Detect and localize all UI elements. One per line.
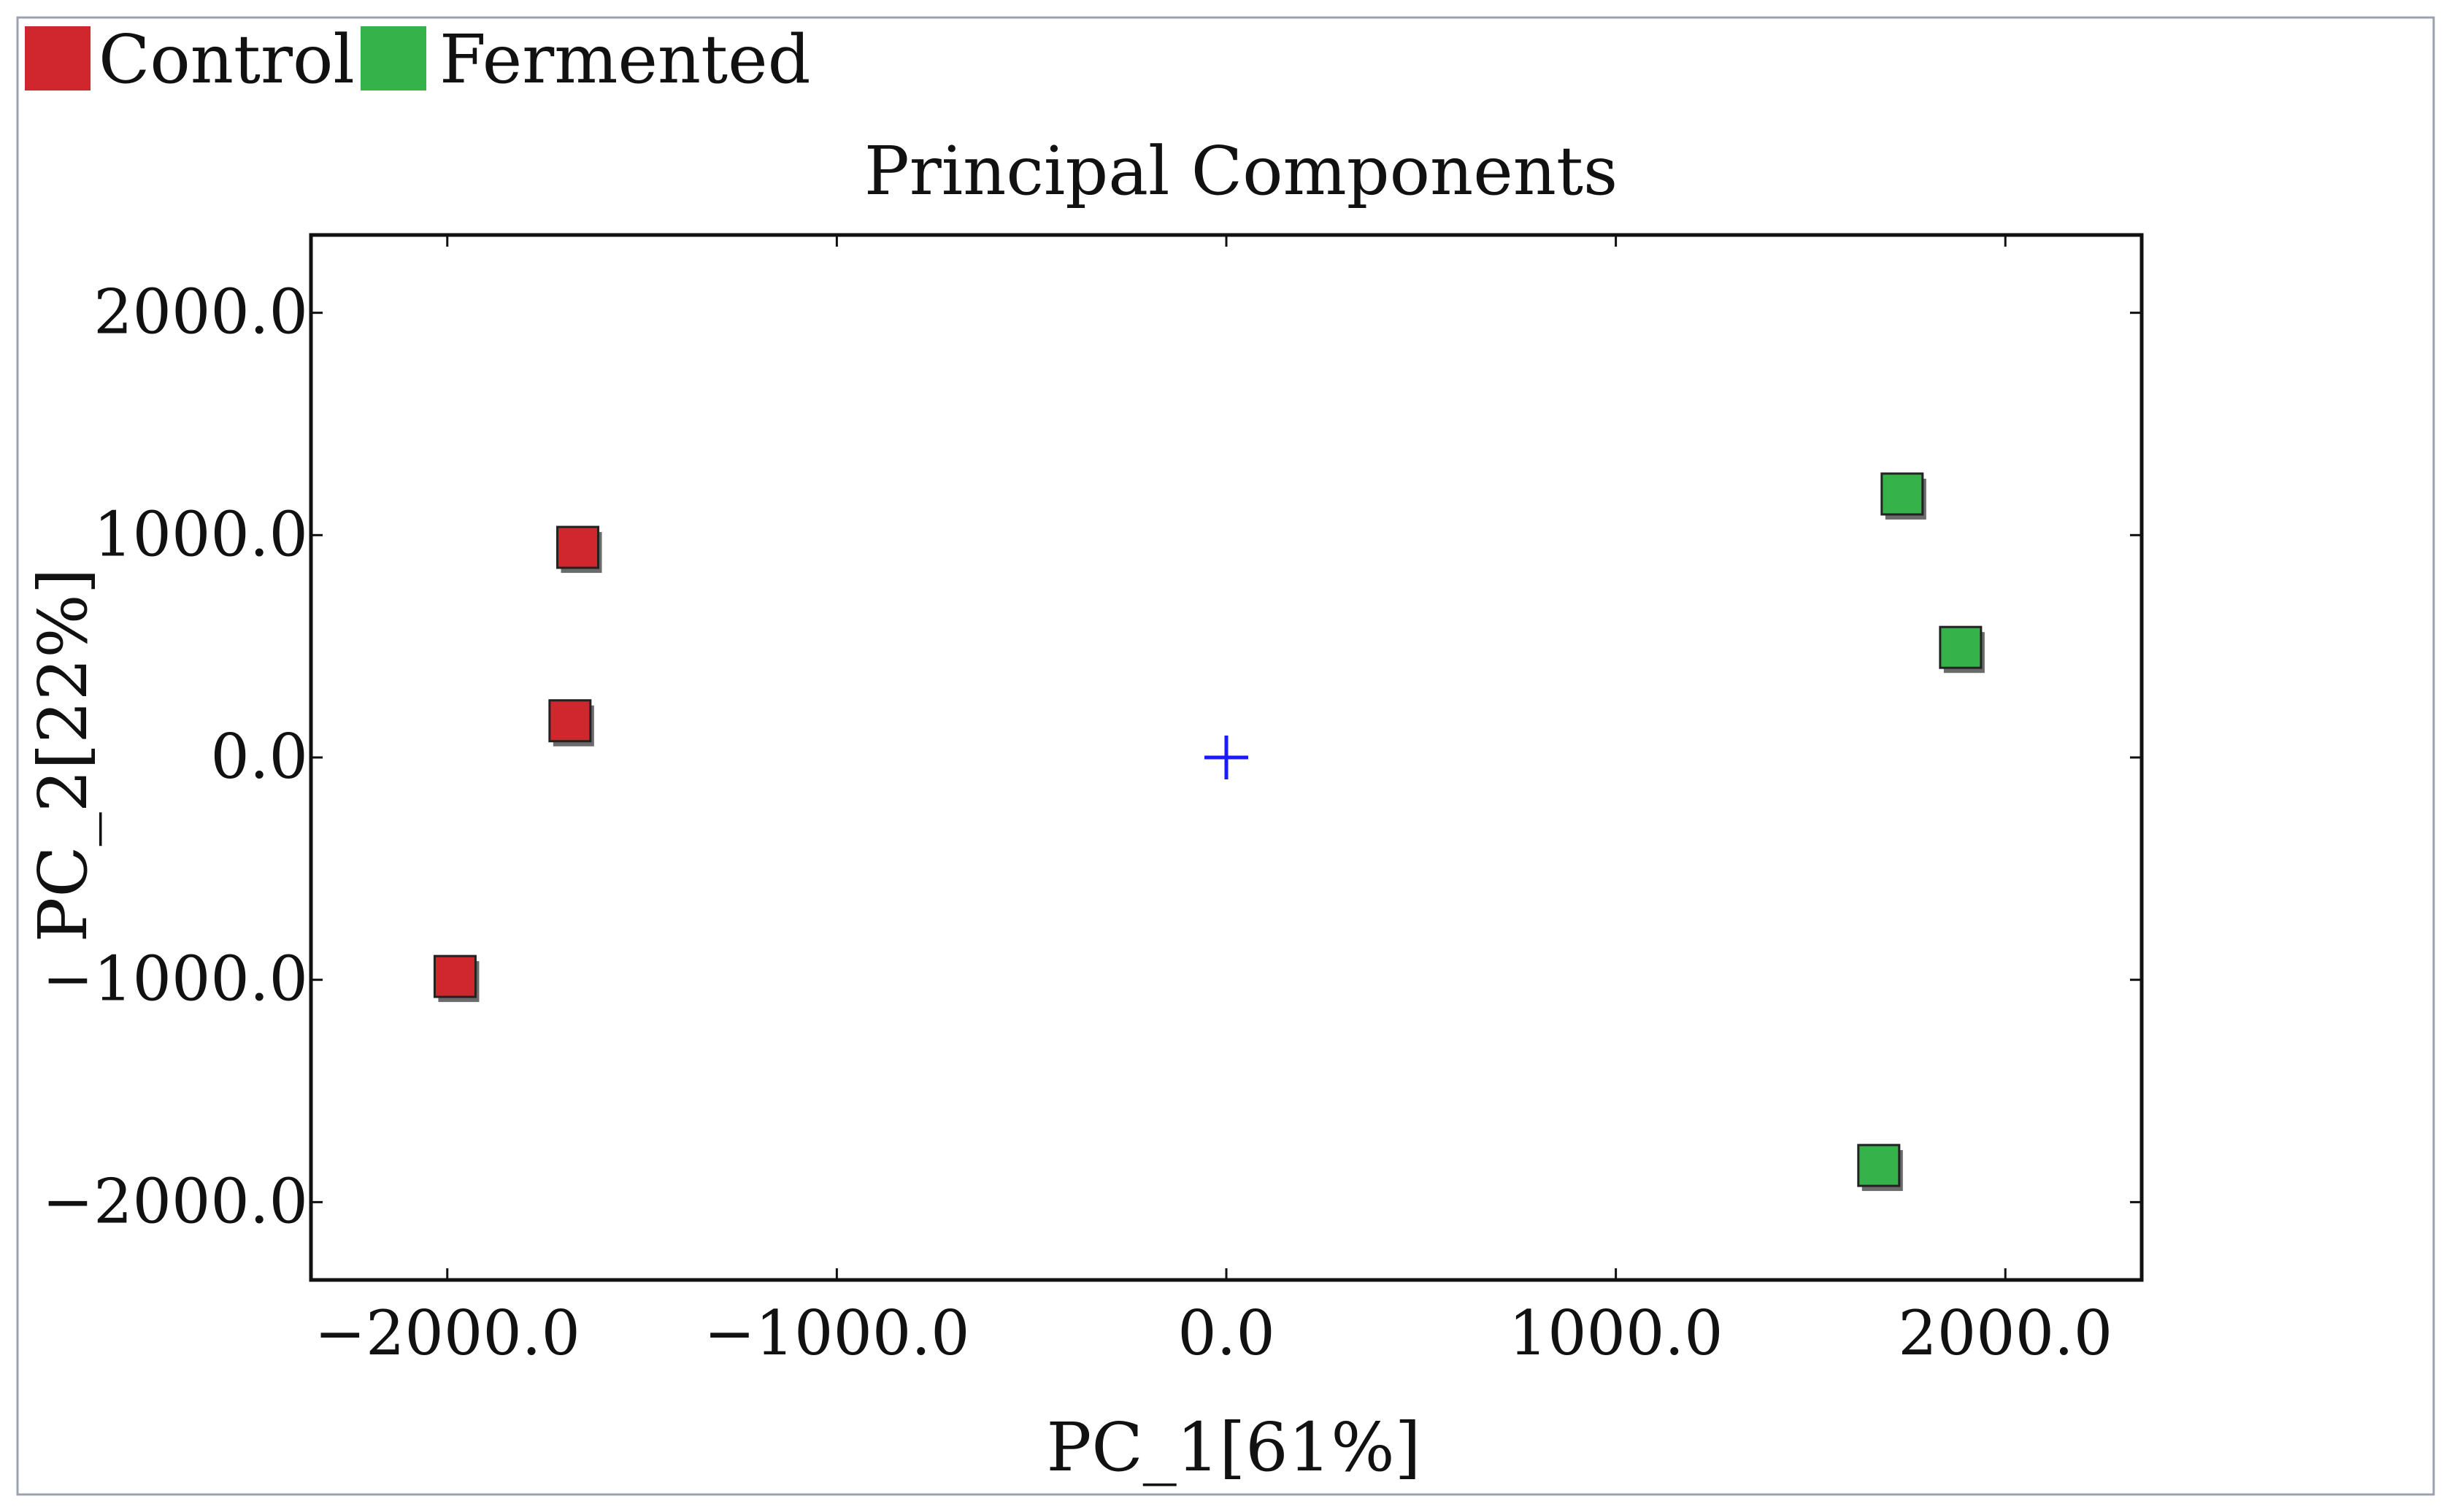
x-tick-label: 0.0 [1177,1297,1275,1369]
point-control-1 [556,525,602,574]
y-axis: 2000.0 1000.0 0.0 −1000.0 −2000.0 [42,277,2142,1237]
point-fermented-1 [1880,472,1926,520]
centroid-plus-marker [1204,736,1248,779]
legend-label-control: Control [99,20,355,99]
marker-square [1939,625,1983,669]
x-tick-label: −1000.0 [704,1297,969,1369]
y-tick-label: 0.0 [210,721,308,792]
x-tick-label: 2000.0 [1898,1297,2112,1369]
marker-square [433,954,477,998]
point-fermented-2 [1939,625,1985,674]
y-tick-label: −2000.0 [42,1165,308,1237]
point-control-2 [548,699,594,747]
y-tick-label: −1000.0 [42,944,308,1015]
y-axis-title: PC_2[22%] [24,568,102,942]
marker-square [548,699,592,743]
marker-square [1857,1143,1901,1187]
plot-area: −2000.0 −1000.0 0.0 1000.0 2000.0 2000.0 1000… [42,233,2144,1369]
legend-label-fermented: Fermented [439,20,810,99]
legend: Control Fermented [25,20,810,99]
x-axis: −2000.0 −1000.0 0.0 1000.0 2000.0 [315,235,2112,1369]
chart-title: Principal Components [864,132,1618,210]
data-markers [433,472,1985,1192]
y-tick-label: 2000.0 [93,277,308,348]
legend-swatch-fermented [361,26,426,90]
marker-square [556,525,600,569]
x-tick-label: −2000.0 [315,1297,580,1369]
marker-square [1880,472,1924,516]
y-tick-label: 1000.0 [93,498,308,570]
x-axis-title: PC_1[61%] [1046,1408,1420,1486]
x-tick-label: 1000.0 [1509,1297,1723,1369]
point-fermented-3 [1857,1143,1903,1192]
point-control-3 [433,954,480,1003]
legend-swatch-control [25,26,91,90]
